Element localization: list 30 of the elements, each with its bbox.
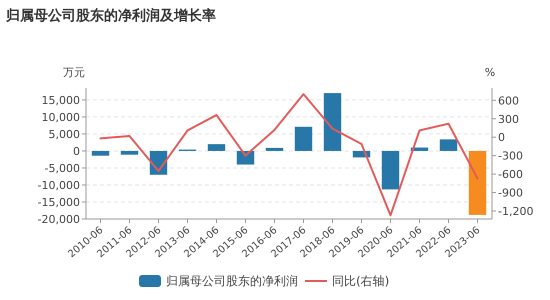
y-tick-label: 5,000: [48, 128, 80, 141]
bar: [120, 150, 138, 155]
y2-tick-label: 300: [498, 112, 519, 126]
chart-title: 归属母公司股东的净利润及增长率: [5, 7, 216, 24]
bar: [440, 139, 458, 151]
bar: [382, 150, 400, 190]
y2-tick-label: -900: [498, 186, 523, 200]
y2-tick-label: -1,200: [498, 205, 534, 218]
line-series: [100, 93, 478, 216]
bar: [468, 150, 486, 215]
y-tick-label: 0: [73, 144, 80, 158]
y2-tick-label: -300: [498, 150, 523, 163]
legend-label: 同比(右轴): [332, 274, 390, 288]
bar: [324, 93, 342, 151]
y2-tick-label: 0: [498, 131, 505, 144]
y-tick-label: 10,000: [42, 110, 80, 124]
bar: [266, 148, 284, 151]
bar: [294, 126, 312, 151]
y2-axis-title: %: [484, 66, 496, 79]
y-tick-label: -20,000: [38, 213, 80, 226]
bar: [92, 150, 110, 156]
y-axis-title: 万元: [63, 66, 85, 79]
y-tick-label: 15,000: [42, 94, 80, 107]
y-tick-label: -15,000: [38, 196, 80, 209]
bar: [208, 144, 226, 151]
legend-label: 归属母公司股东的净利润: [166, 274, 298, 288]
y2-tick-label: 600: [498, 94, 519, 108]
y-tick-label: -10,000: [38, 178, 80, 192]
y-tick-label: -5,000: [44, 162, 80, 175]
y2-tick-label: -600: [498, 168, 523, 182]
